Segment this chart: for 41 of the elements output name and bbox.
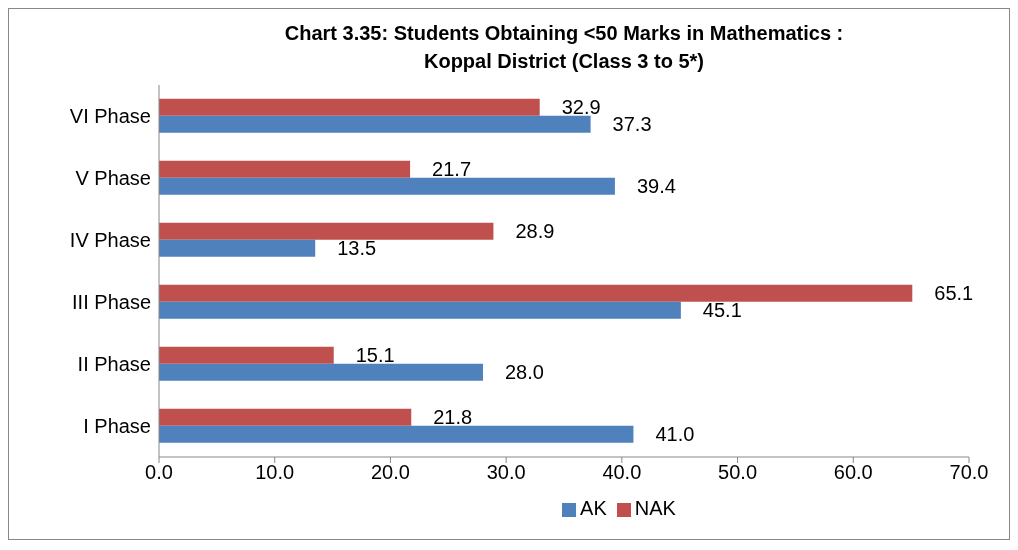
legend-label: NAK [634, 497, 676, 519]
x-tick-label: 20.0 [370, 461, 410, 484]
data-label: 21.7 [432, 158, 472, 181]
bar [159, 160, 411, 178]
bar [159, 346, 334, 364]
x-tick-label: 0.0 [145, 461, 173, 484]
bar [159, 222, 494, 240]
x-tick-label: 70.0 [949, 461, 989, 484]
chart-title: Chart 3.35: Students Obtaining <50 Marks in Mathematics : Koppal District (Class 3 to 5*) [283, 21, 845, 74]
bar [159, 98, 540, 116]
y-tick-label: IV Phase [69, 229, 151, 252]
data-label: 21.8 [433, 406, 473, 429]
x-tick-label: 40.0 [602, 461, 642, 484]
bar [159, 284, 913, 302]
data-label: 41.0 [655, 423, 695, 446]
data-label: 65.1 [934, 282, 974, 305]
bar [159, 239, 316, 257]
bar [159, 408, 412, 426]
y-tick-label: I Phase [83, 415, 151, 438]
data-label: 28.0 [505, 361, 544, 384]
data-label: 39.4 [636, 175, 676, 198]
data-label: 28.9 [515, 220, 555, 243]
data-label: 15.1 [355, 344, 395, 367]
x-tick-label: 30.0 [486, 461, 526, 484]
data-label: 45.1 [702, 299, 742, 322]
bar [159, 301, 681, 319]
x-tick-label: 10.0 [255, 461, 295, 484]
x-tick-label: 50.0 [718, 461, 758, 484]
y-tick-label: III Phase [72, 291, 151, 314]
bar [159, 115, 591, 133]
x-tick-label: 60.0 [833, 461, 873, 484]
data-label: 13.5 [337, 237, 377, 260]
y-tick-label: V Phase [75, 167, 151, 190]
bar [159, 425, 634, 443]
bar [159, 363, 483, 381]
legend-label: AK [580, 497, 607, 519]
bar [159, 177, 615, 195]
data-label: 32.9 [561, 96, 601, 119]
data-label: 37.3 [612, 113, 652, 136]
y-tick-label: II Phase [77, 353, 151, 376]
y-tick-label: VI Phase [69, 105, 151, 128]
